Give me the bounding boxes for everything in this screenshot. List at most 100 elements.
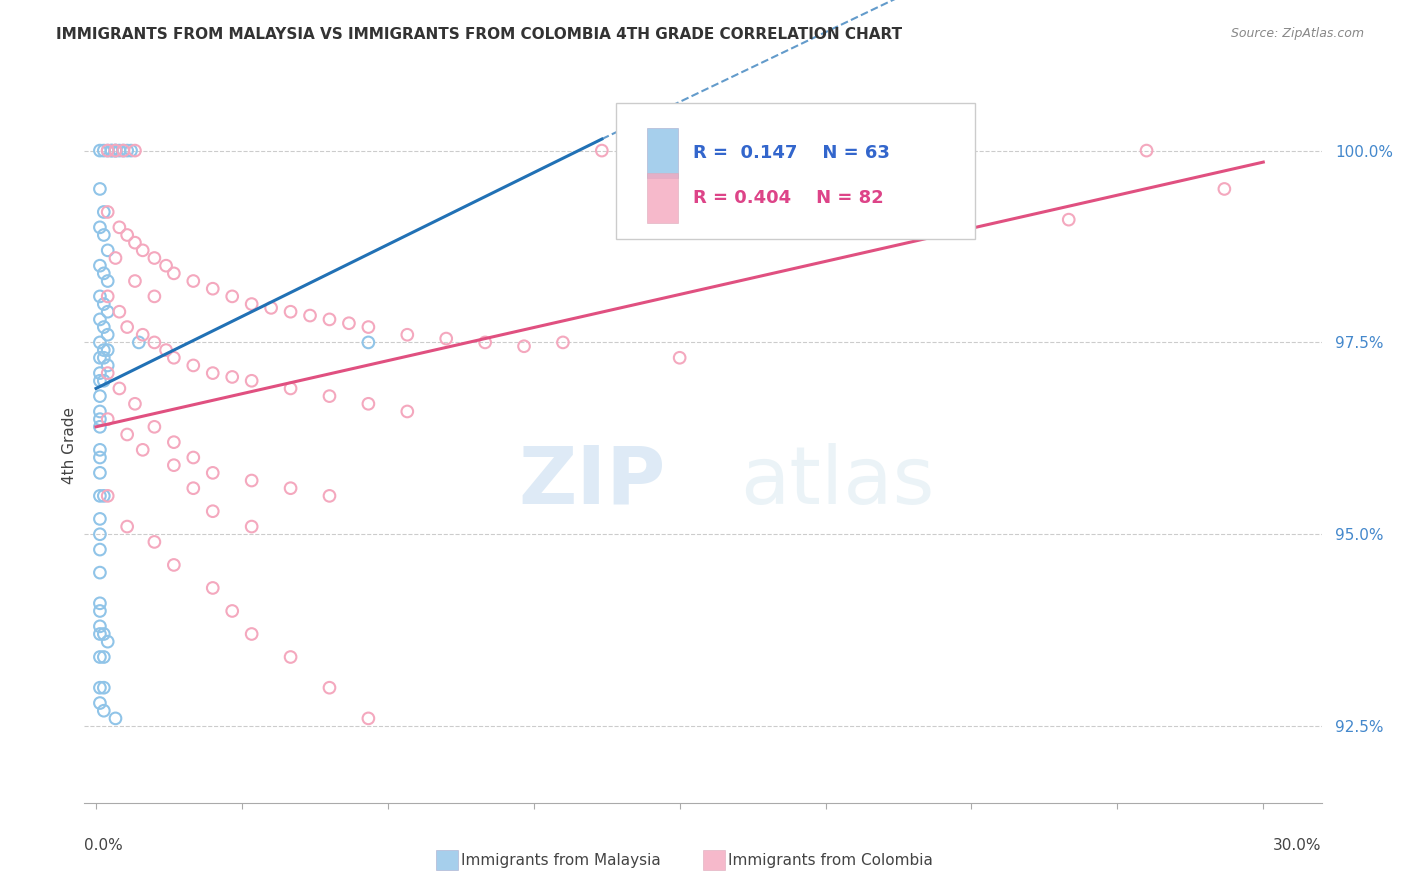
- Point: [318, 312, 340, 326]
- Point: [280, 381, 302, 395]
- Point: [97, 366, 120, 380]
- Point: [89, 374, 111, 388]
- Point: [97, 144, 120, 158]
- Point: [97, 343, 120, 357]
- Point: [201, 504, 224, 518]
- Point: [143, 419, 166, 434]
- Point: [1213, 182, 1236, 196]
- Point: [89, 335, 111, 350]
- Point: [124, 144, 146, 158]
- Point: [115, 519, 138, 533]
- Point: [181, 481, 204, 495]
- Point: [143, 335, 166, 350]
- Point: [93, 489, 115, 503]
- Point: [132, 327, 155, 342]
- Text: Immigrants from Malaysia: Immigrants from Malaysia: [461, 854, 661, 868]
- Point: [89, 466, 111, 480]
- Point: [89, 542, 111, 557]
- Point: [89, 596, 111, 610]
- Point: [100, 144, 122, 158]
- Point: [115, 320, 138, 334]
- Point: [240, 297, 263, 311]
- Point: [143, 251, 166, 265]
- Point: [357, 397, 380, 411]
- Text: 30.0%: 30.0%: [1274, 838, 1322, 854]
- Point: [155, 343, 177, 357]
- Point: [89, 627, 111, 641]
- Point: [260, 301, 283, 315]
- Point: [132, 442, 155, 457]
- Point: [89, 144, 111, 158]
- Text: Immigrants from Colombia: Immigrants from Colombia: [728, 854, 934, 868]
- Point: [89, 681, 111, 695]
- Point: [688, 144, 710, 158]
- Point: [221, 604, 243, 618]
- Point: [221, 289, 243, 303]
- FancyBboxPatch shape: [703, 850, 725, 870]
- Point: [89, 442, 111, 457]
- Point: [551, 335, 574, 350]
- Point: [89, 182, 111, 196]
- Point: [93, 205, 115, 219]
- Point: [93, 650, 115, 665]
- Point: [93, 681, 115, 695]
- Point: [163, 351, 186, 365]
- Point: [89, 650, 111, 665]
- Point: [280, 481, 302, 495]
- Point: [100, 144, 122, 158]
- Point: [108, 220, 131, 235]
- Point: [143, 535, 166, 549]
- Text: Source: ZipAtlas.com: Source: ZipAtlas.com: [1230, 27, 1364, 40]
- Text: ZIP: ZIP: [519, 442, 666, 521]
- Point: [163, 458, 186, 473]
- Point: [89, 527, 111, 541]
- Point: [128, 335, 150, 350]
- Point: [115, 227, 138, 242]
- Point: [357, 711, 380, 725]
- Point: [89, 220, 111, 235]
- Point: [299, 309, 322, 323]
- Y-axis label: 4th Grade: 4th Grade: [62, 408, 77, 484]
- Point: [357, 320, 380, 334]
- Point: [93, 627, 115, 641]
- Text: IMMIGRANTS FROM MALAYSIA VS IMMIGRANTS FROM COLOMBIA 4TH GRADE CORRELATION CHART: IMMIGRANTS FROM MALAYSIA VS IMMIGRANTS F…: [56, 27, 903, 42]
- Point: [901, 144, 924, 158]
- Point: [93, 144, 115, 158]
- Point: [240, 519, 263, 533]
- Point: [1057, 212, 1080, 227]
- Text: 0.0%: 0.0%: [84, 838, 124, 854]
- Point: [280, 650, 302, 665]
- FancyBboxPatch shape: [616, 103, 976, 239]
- Point: [143, 289, 166, 303]
- Point: [93, 343, 115, 357]
- Point: [474, 335, 496, 350]
- Point: [1135, 144, 1157, 158]
- Point: [93, 351, 115, 365]
- Point: [104, 144, 127, 158]
- Point: [104, 251, 127, 265]
- Point: [97, 289, 120, 303]
- Point: [112, 144, 135, 158]
- FancyBboxPatch shape: [647, 173, 678, 223]
- Text: atlas: atlas: [740, 442, 935, 521]
- Point: [181, 274, 204, 288]
- Point: [163, 435, 186, 450]
- Point: [93, 297, 115, 311]
- Point: [89, 404, 111, 418]
- Point: [112, 144, 135, 158]
- FancyBboxPatch shape: [647, 128, 678, 178]
- Point: [97, 634, 120, 648]
- Point: [89, 289, 111, 303]
- Point: [155, 259, 177, 273]
- Point: [93, 227, 115, 242]
- Point: [280, 304, 302, 318]
- Point: [396, 327, 419, 342]
- Point: [97, 327, 120, 342]
- Point: [221, 370, 243, 384]
- Point: [89, 566, 111, 580]
- Point: [108, 144, 131, 158]
- Point: [89, 619, 111, 633]
- Point: [97, 359, 120, 373]
- Point: [181, 450, 204, 465]
- Point: [240, 627, 263, 641]
